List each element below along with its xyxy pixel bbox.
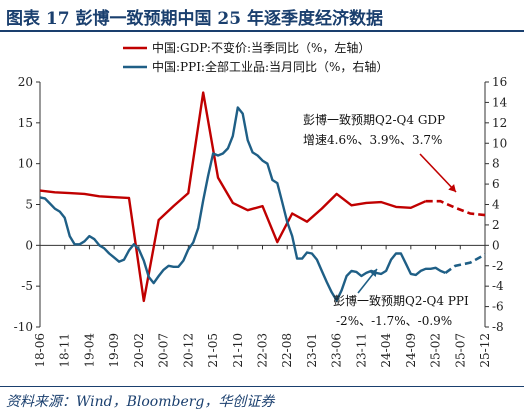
- x-tick-label: 21-10: [231, 333, 245, 368]
- right-tick-label: 14: [492, 95, 508, 109]
- source-note: 资料来源：Wind，Bloomberg，华创证券: [6, 394, 275, 410]
- gdp-arrow-shaft: [419, 153, 457, 193]
- page-title: 图表 17 彭博一致预期中国 25 年逐季度经济数据: [6, 9, 383, 29]
- x-tick-label: 24-09: [404, 333, 418, 368]
- x-tick-label: 25-02: [429, 333, 443, 368]
- gdp-forecast-line: [425, 199, 486, 217]
- left-tick-label: 20: [18, 75, 33, 89]
- right-tick-label: 8: [492, 157, 500, 171]
- left-tick-label: 0: [25, 238, 33, 252]
- x-tick-label: 25-12: [478, 333, 492, 368]
- ppi-annotation-line2: -2%、-1.7%、-0.9%: [336, 314, 452, 328]
- source-rule: [0, 386, 524, 387]
- gdp-series-line: [39, 91, 427, 303]
- right-tick-label: 10: [492, 136, 507, 150]
- gdp-arrow-head: [448, 184, 456, 192]
- left-tick-label: -5: [21, 279, 33, 293]
- x-tick-label: 21-05: [206, 333, 220, 368]
- right-tick-label: 2: [492, 218, 500, 232]
- left-tick-label: 5: [25, 198, 33, 212]
- right-tick-label: 12: [492, 116, 507, 130]
- x-tick-label: 20-02: [132, 333, 146, 368]
- left-tick-label: 10: [18, 157, 33, 171]
- right-tick-label: -8: [492, 320, 504, 334]
- ppi-arrow-head: [369, 269, 377, 277]
- x-tick-label: 23-01: [305, 333, 319, 368]
- title-rule: [0, 30, 524, 32]
- ppi-annotation-line1: 彭博一致预期Q2-Q4 PPI: [333, 293, 469, 308]
- x-tick-label: 23-11: [354, 333, 368, 368]
- gdp-annotation-line1: 彭博一致预期Q2-Q4 GDP: [303, 112, 445, 127]
- x-tick-label: 18-11: [58, 333, 72, 368]
- legend-label-ppi: 中国:PPI:全部工业品:当月同比（%，右轴）: [152, 59, 388, 74]
- ppi-forecast-line: [444, 253, 486, 274]
- x-tick-label: 22-08: [280, 333, 294, 368]
- x-tick-label: 19-04: [82, 333, 96, 368]
- gdp-annotation-line2: 增速4.6%、3.9%、3.7%: [303, 133, 442, 147]
- x-tick-label: 18-06: [33, 333, 47, 368]
- right-tick-label: 4: [492, 198, 500, 212]
- x-tick-label: 25-07: [453, 333, 467, 368]
- left-tick-label: -10: [14, 320, 33, 334]
- right-tick-label: -6: [492, 300, 504, 314]
- legend-label-gdp: 中国:GDP:不变价:当季同比（%，左轴）: [152, 40, 370, 55]
- x-tick-label: 22-03: [256, 333, 270, 368]
- right-tick-label: 0: [492, 238, 500, 252]
- x-tick-label: 23-06: [330, 333, 344, 368]
- x-tick-label: 20-12: [181, 333, 195, 368]
- right-tick-label: 16: [492, 75, 507, 89]
- right-tick-label: 6: [492, 177, 500, 191]
- ppi-series-line: [39, 106, 446, 302]
- right-tick-label: -4: [492, 279, 504, 293]
- left-tick-label: 15: [18, 116, 33, 130]
- x-tick-label: 24-04: [379, 333, 393, 368]
- right-tick-label: -2: [492, 259, 504, 273]
- x-tick-label: 20-07: [157, 333, 171, 368]
- x-tick-label: 19-09: [107, 333, 121, 368]
